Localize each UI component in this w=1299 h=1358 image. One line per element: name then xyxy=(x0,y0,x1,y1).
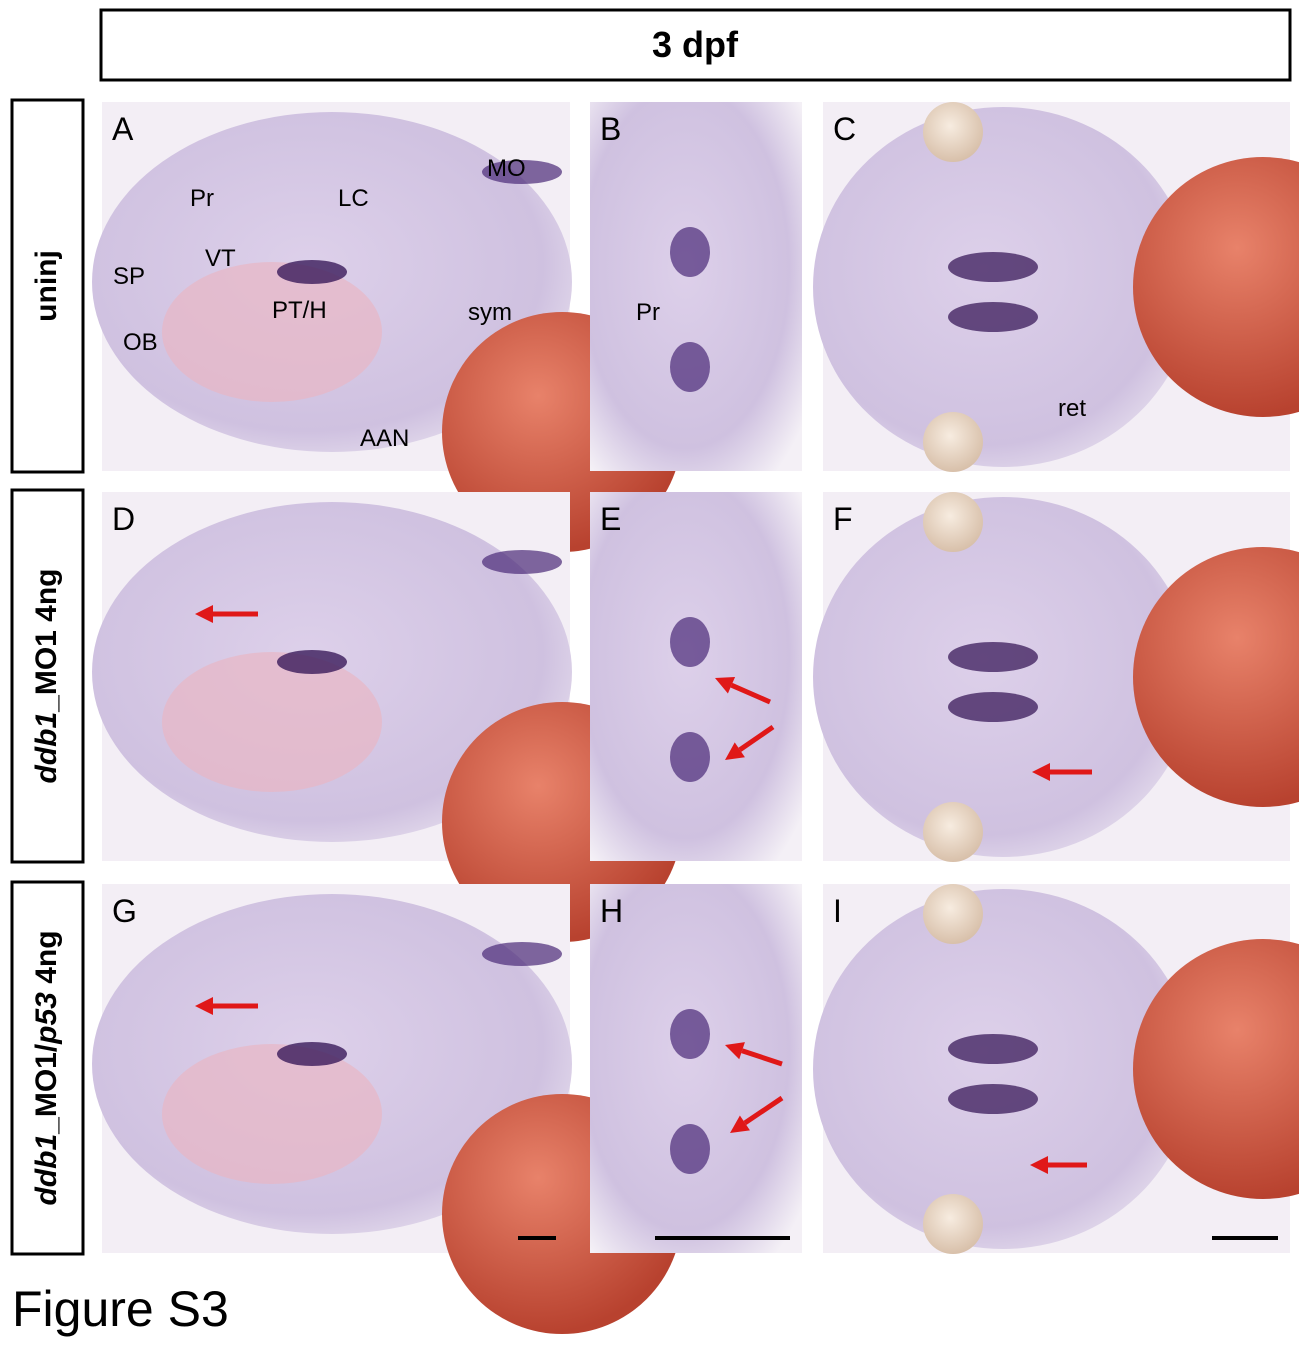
panel-letter: B xyxy=(600,111,621,147)
row-label-part: uninj xyxy=(30,250,63,322)
arrow-head xyxy=(725,1042,745,1060)
arrow-head xyxy=(1032,763,1050,781)
panel: D xyxy=(92,492,682,942)
panel-letter: A xyxy=(112,111,134,147)
arrow-shaft xyxy=(743,1095,784,1126)
arrow-head xyxy=(730,1115,750,1133)
stain xyxy=(670,227,710,277)
header-title: 3 dpf xyxy=(652,24,739,65)
yolk xyxy=(1133,939,1299,1199)
annotation: OB xyxy=(123,329,158,356)
tissue xyxy=(590,884,802,1253)
arrow-head xyxy=(715,676,736,694)
eye xyxy=(923,884,983,944)
panel-letter: G xyxy=(112,893,137,929)
panel: B Pr xyxy=(590,102,802,471)
panel: G xyxy=(92,884,682,1334)
yolk xyxy=(1133,547,1299,807)
stain xyxy=(277,1042,347,1066)
annotation: Pr xyxy=(190,185,214,212)
eye xyxy=(923,492,983,552)
annotation: AAN xyxy=(360,425,409,452)
eye xyxy=(923,102,983,162)
panel-letter: I xyxy=(833,893,842,929)
stain xyxy=(948,692,1038,722)
panel-letter: D xyxy=(112,501,135,537)
arrow-shaft xyxy=(730,682,771,705)
row-label-part: _MO1/ xyxy=(30,1043,63,1135)
panel: F xyxy=(813,492,1299,862)
tissue xyxy=(590,492,802,861)
row-label: ddb1_MO1 4ng xyxy=(30,568,63,783)
figure-title: Figure S3 xyxy=(12,1281,229,1337)
panel-letter: E xyxy=(600,501,621,537)
row-label-box xyxy=(10,488,85,864)
annotation: LC xyxy=(338,185,369,212)
tissue xyxy=(162,652,382,792)
annotation: VT xyxy=(205,245,236,272)
header-box xyxy=(99,8,1292,82)
stain xyxy=(670,1009,710,1059)
arrow-head xyxy=(195,997,213,1015)
tissue xyxy=(162,1044,382,1184)
eye xyxy=(923,1194,983,1254)
panel: E xyxy=(590,492,802,861)
tissue xyxy=(162,262,382,402)
tissue xyxy=(590,102,802,471)
row-label-part: ddb1 xyxy=(30,1134,63,1206)
yolk xyxy=(1133,157,1299,417)
row-label: ddb1_MO1/p53 4ng xyxy=(30,930,63,1205)
annotation: sym xyxy=(468,299,512,326)
head xyxy=(813,889,1193,1249)
head xyxy=(813,497,1193,857)
annotation: MO xyxy=(487,155,526,182)
stain xyxy=(482,160,562,184)
stain xyxy=(277,650,347,674)
panel-letter: H xyxy=(600,893,623,929)
stain xyxy=(482,942,562,966)
stain xyxy=(670,342,710,392)
annotation: ret xyxy=(1058,395,1086,422)
stain xyxy=(670,732,710,782)
row-label-box xyxy=(10,880,85,1256)
annotation: SP xyxy=(113,263,145,290)
annotation: Pr xyxy=(636,299,660,326)
arrow-shaft xyxy=(738,724,775,752)
arrow-head xyxy=(195,605,213,623)
eye xyxy=(923,802,983,862)
head xyxy=(813,107,1193,467)
arrow-shaft xyxy=(741,1048,783,1067)
stain xyxy=(948,302,1038,332)
stain xyxy=(670,1124,710,1174)
arrow-head xyxy=(725,742,745,760)
row-label-part: p53 xyxy=(30,992,63,1045)
stain xyxy=(948,1084,1038,1114)
row-label-part: 4ng xyxy=(30,930,63,992)
panel: I xyxy=(813,884,1299,1254)
stain xyxy=(277,260,347,284)
stain xyxy=(948,642,1038,672)
row-label: uninj xyxy=(30,250,63,322)
stain xyxy=(670,617,710,667)
panel-letter: C xyxy=(833,111,856,147)
arrow-head xyxy=(1030,1156,1048,1174)
row-label-box xyxy=(10,98,85,474)
stain xyxy=(482,550,562,574)
annotation: PT/H xyxy=(272,297,327,324)
row-label-part: _MO1 4ng xyxy=(30,568,63,712)
stain xyxy=(948,252,1038,282)
eye xyxy=(923,412,983,472)
panel-letter: F xyxy=(833,501,853,537)
row-label-part: ddb1 xyxy=(30,712,63,784)
stain xyxy=(948,1034,1038,1064)
panel: H xyxy=(590,884,802,1253)
